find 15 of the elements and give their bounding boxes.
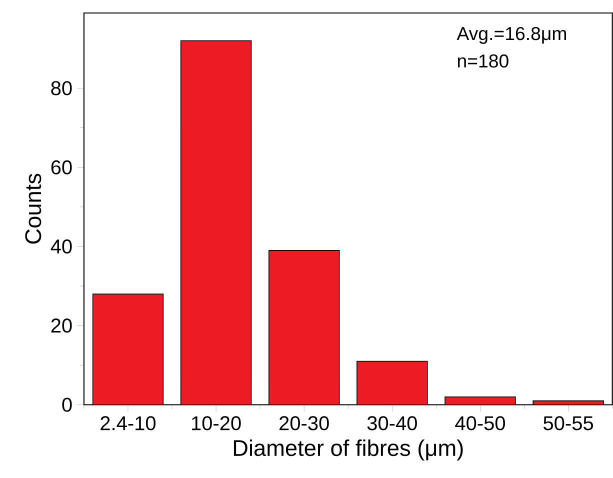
- y-axis-title: Counts: [25, 174, 42, 244]
- x-axis-title: Diameter of fibres (μm): [234, 440, 463, 461]
- y-tick-label: 40: [50, 240, 72, 254]
- annotation: n=180: [458, 54, 508, 68]
- y-tick-label: 20: [51, 318, 72, 333]
- annotation: Avg.=16.8μm: [456, 27, 566, 44]
- x-tick-label: 40-50: [455, 416, 505, 430]
- x-tick-label: 2.4-10: [100, 416, 156, 430]
- x-tick-label: 20-30: [280, 416, 329, 430]
- y-tick-label: 0: [62, 398, 72, 412]
- x-tick-label: 50-55: [544, 416, 594, 430]
- x-tick-label: 10-20: [192, 416, 241, 430]
- y-tick-label: 60: [51, 160, 72, 175]
- x-tick-label: 30-40: [367, 416, 417, 430]
- y-tick-label: 80: [51, 81, 72, 96]
